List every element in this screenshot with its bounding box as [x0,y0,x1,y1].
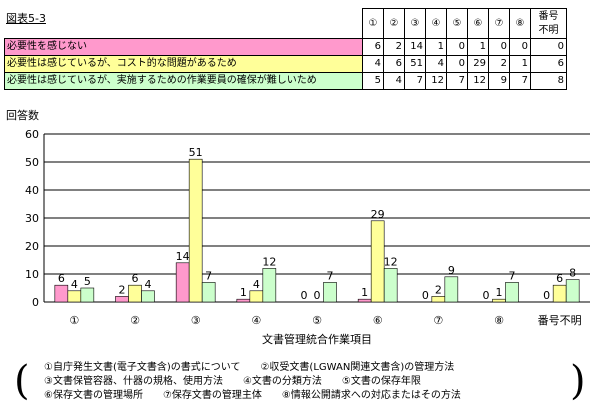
data-label: 4 [145,278,152,291]
legend-line-1: ①自庁発生文書(電子文書含)の書式について ②収受文書(LGWAN関連文書含)の… [44,362,455,373]
bar [370,220,385,303]
bar [357,298,372,303]
data-label: 4 [253,278,260,291]
data-label: 1 [361,286,368,299]
legend-left-bracket: ( [14,358,30,404]
bar [115,296,129,303]
legend-box: ( ①自庁発生文書(電子文書含)の書式について ②収受文書(LGWAN関連文書含… [14,358,586,408]
data-label: 1 [240,286,247,299]
bar [565,279,580,303]
bar [505,282,519,303]
x-tick-label: ③ [191,314,201,327]
x-tick-label: ⑤ [312,314,322,327]
y-tick-label: 20 [25,240,39,253]
row-label-1: 必要性を感じない [4,38,363,56]
table-header-unknown-label: 番号不明 [538,11,559,36]
table-cell: 9 [488,72,510,90]
x-tick-label: ④ [251,314,261,327]
bar [383,268,398,303]
x-tick-label: 番号不明 [538,314,582,327]
table-header-unknown: 番号不明 [530,8,567,39]
bar [262,268,277,303]
bar [323,282,337,303]
bar [492,298,506,303]
bar [54,284,69,303]
bar [80,287,95,303]
legend-line-3: ⑥保存文書の管理場所 ⑦保存文書の管理主体 ⑧情報公開請求への対応またはその方法 [44,390,461,401]
data-label: 1 [496,286,503,299]
table-row: 必要性は感じているが、実施するための作業要員の確保が難しいため 5 4 7 12… [4,72,567,90]
x-tick-label: ② [130,314,140,327]
table-cell: 8 [530,72,567,90]
data-label: 6 [58,272,65,285]
y-tick-label: 30 [25,212,39,225]
legend-right-bracket: ) [570,358,586,404]
bar [431,296,446,303]
data-label: 14 [176,250,190,263]
row-label-3: 必要性は感じているが、実施するための作業要員の確保が難しいため [4,72,363,90]
data-label: 4 [71,278,78,291]
bar [236,298,251,303]
table-cell: 0 [530,38,567,56]
data-label: 6 [132,272,139,285]
bar [141,290,155,303]
x-axis-label: 文書管理統合作業項目 [262,332,372,346]
x-tick-label: ① [69,314,79,327]
data-label: 0 [301,289,308,302]
y-tick-label: 50 [25,156,39,169]
data-label: 2 [119,283,126,296]
y-tick-label: 0 [32,296,39,309]
y-axis-label: 回答数 [6,109,39,122]
y-tick-label: 10 [25,268,39,281]
data-label: 0 [543,289,550,302]
data-label: 51 [189,146,203,159]
bar [552,284,567,303]
y-tick-label: 40 [25,184,39,197]
row-label-2: 必要性は感じているが、コスト的な問題があるため [4,55,363,73]
data-label: 9 [448,264,455,277]
x-tick-label: ⑥ [373,314,383,327]
data-label: 7 [509,269,516,282]
bar [444,276,459,303]
bar [175,262,190,303]
table-row: 必要性を感じない 6 2 14 1 0 1 0 0 0 [4,38,567,56]
table-cell: 12 [425,72,447,90]
x-tick-label: ⑦ [433,314,443,327]
bar [188,158,203,303]
data-label: 0 [422,289,429,302]
data-label: 12 [262,255,276,268]
data-label: 7 [327,269,334,282]
data-table: ① ② ③ ④ ⑤ ⑥ ⑦ ⑧ 番号不明 必要性を感じない 6 2 14 1 0… [4,8,567,90]
y-tick-label: 60 [25,128,39,141]
figure-id: 図表5-3 [6,12,46,25]
table-cell: 7 [404,72,426,90]
bar [201,282,216,303]
table-cell: 7 [509,72,531,90]
table-cell: 7 [446,72,468,90]
data-label: 8 [569,267,576,280]
x-tick-label: ⑧ [494,314,504,327]
data-label: 5 [84,275,91,288]
data-label: 2 [435,283,442,296]
data-label: 0 [483,289,490,302]
bar [249,290,264,303]
bar [67,290,82,303]
data-label: 0 [314,289,321,302]
data-label: 12 [384,255,398,268]
table-row: 必要性は感じているが、コスト的な問題があるため 4 6 51 4 0 29 2 … [4,55,567,73]
data-label: 29 [371,208,385,221]
bar [128,284,142,303]
legend-line-2: ③文書保管容器、什器の規格、使用方法 ④文書の分類方法 ⑤文書の保存年限 [44,376,421,387]
data-label: 6 [556,272,563,285]
data-label: 7 [205,269,212,282]
